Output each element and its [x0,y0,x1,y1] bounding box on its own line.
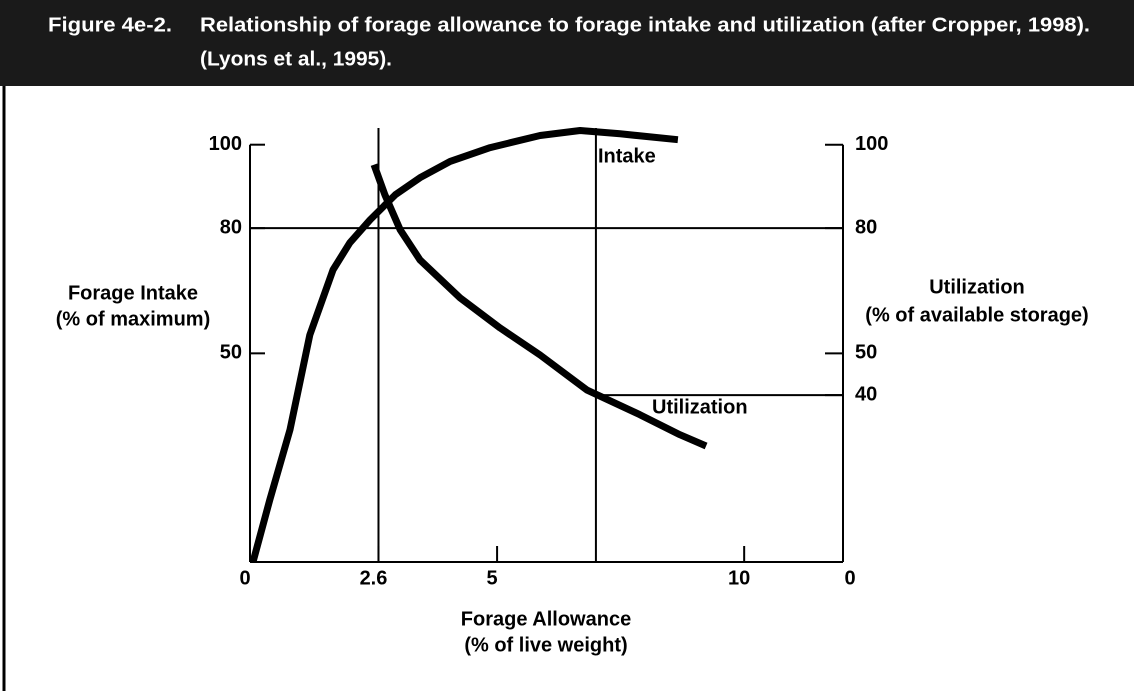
y2-tick-label: 50 [855,342,877,364]
line [370,163,708,450]
x-tick-label: 0 [239,567,250,589]
x-tick-label: 10 [728,567,750,589]
chart-title: Relationship of forage allowance to fora… [200,14,1090,36]
y2-axis-label: Utilization [929,276,1025,298]
y2-tick-label: 40 [855,383,877,405]
y-tick-label: 80 [220,216,242,238]
y-axis-label: (% of maximum) [56,308,210,330]
y2-axis-label: (% of available storage) [865,304,1088,326]
x-axis-label: (% of live weight) [464,634,627,656]
series-label: Intake [598,145,656,167]
chart-title-line2: (Lyons et al., 1995). [200,48,392,70]
y-tick-label: 50 [220,342,242,364]
y2-tick-label: 0 [844,567,855,589]
y2-tick-label: 80 [855,216,877,238]
y-axis-label: Forage Intake [68,282,198,304]
x-axis-label: Forage Allowance [461,608,631,630]
y-tick-label: 100 [209,133,242,155]
figure-number: Figure 4e-2. [48,14,172,36]
header-band [0,0,1134,86]
series-label: Utilization [652,396,748,418]
x-tick-label: 5 [487,567,498,589]
line [249,127,679,563]
x-tick-label: 2.6 [360,567,388,589]
y2-tick-label: 100 [855,133,888,155]
